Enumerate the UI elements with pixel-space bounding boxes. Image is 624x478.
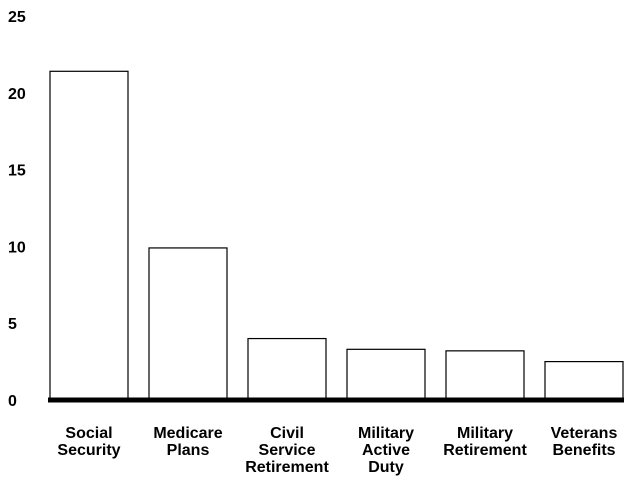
y-tick-label: 25 [8, 9, 26, 26]
y-tick-label: 5 [8, 316, 17, 333]
category-label: Social Security [57, 425, 120, 459]
bar [445, 350, 525, 401]
category-label: Military Active Duty [358, 425, 414, 476]
y-tick-label: 10 [8, 239, 26, 256]
category-label: Military Retirement [443, 425, 527, 459]
bars [49, 70, 624, 401]
category-label-line: Service [259, 442, 316, 459]
bar [346, 348, 426, 401]
category-label-line: Medicare [153, 425, 222, 442]
category-label-line: Active [362, 442, 410, 459]
y-tick-label: 15 [8, 163, 26, 180]
category-label: Medicare Plans [153, 425, 222, 459]
category-label-line: Military [457, 425, 513, 442]
bar [544, 361, 624, 401]
category-label-line: Civil [270, 425, 304, 442]
category-label-line: Military [358, 425, 414, 442]
category-label-line: Social [65, 425, 112, 442]
y-tick-label: 0 [8, 393, 17, 410]
category-label: Civil Service Retirement [245, 425, 329, 476]
category-label-line: Veterans [551, 425, 618, 442]
bar [49, 70, 129, 401]
category-label-line: Benefits [552, 442, 615, 459]
category-label-line: Retirement [245, 459, 329, 476]
category-label-line: Security [57, 442, 120, 459]
bar [247, 337, 327, 401]
bar [148, 247, 228, 401]
category-label-line: Retirement [443, 442, 527, 459]
category-label: Veterans Benefits [551, 425, 618, 459]
category-label-line: Duty [368, 459, 404, 476]
y-tick-label: 20 [8, 86, 26, 103]
category-label-line: Plans [167, 442, 210, 459]
y-axis-ticks: 0 5 10 15 20 25 [8, 9, 26, 410]
